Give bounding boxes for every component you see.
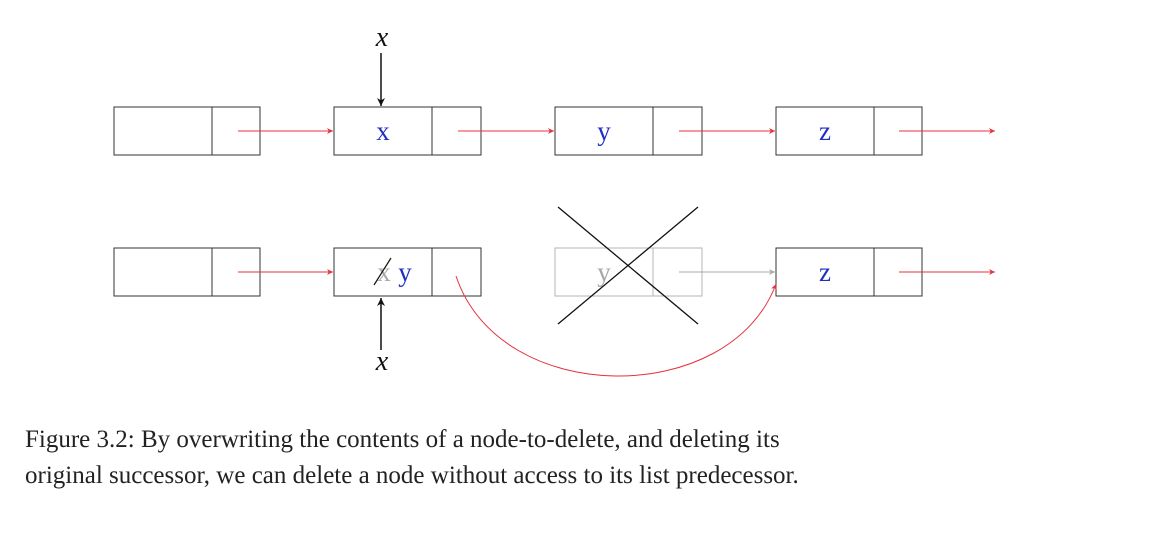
top-node-y-value: y: [597, 116, 611, 146]
caption-line-2: original successor, we can delete a node…: [25, 462, 799, 489]
top-pointer-label: x: [375, 22, 389, 53]
top-node-z-value: z: [819, 116, 831, 146]
bottom-pointer-label: x: [375, 346, 389, 377]
bottom-node-new-value: y: [398, 257, 412, 287]
top-row: x y z x: [113, 22, 995, 156]
delete-cross-icon: [557, 206, 699, 325]
bottom-node-old-value: x: [377, 257, 391, 287]
bottom-node-z: z: [775, 247, 923, 297]
top-node-y: y: [554, 106, 703, 156]
bottom-node-z-value: z: [819, 257, 831, 287]
bottom-node-x: x y: [333, 247, 482, 297]
bottom-row: x y y z x: [113, 206, 995, 377]
figure-caption: Figure 3.2: By overwriting the contents …: [25, 422, 1145, 494]
caption-line-1: Figure 3.2: By overwriting the contents …: [25, 426, 780, 453]
bypass-curve-arrow: [455, 275, 777, 377]
linked-list-deletion-diagram: x y z x x: [113, 22, 995, 377]
top-node-x-value: x: [376, 116, 390, 146]
strike-icon: [373, 257, 392, 286]
bottom-deleted-node-value: y: [597, 257, 611, 287]
